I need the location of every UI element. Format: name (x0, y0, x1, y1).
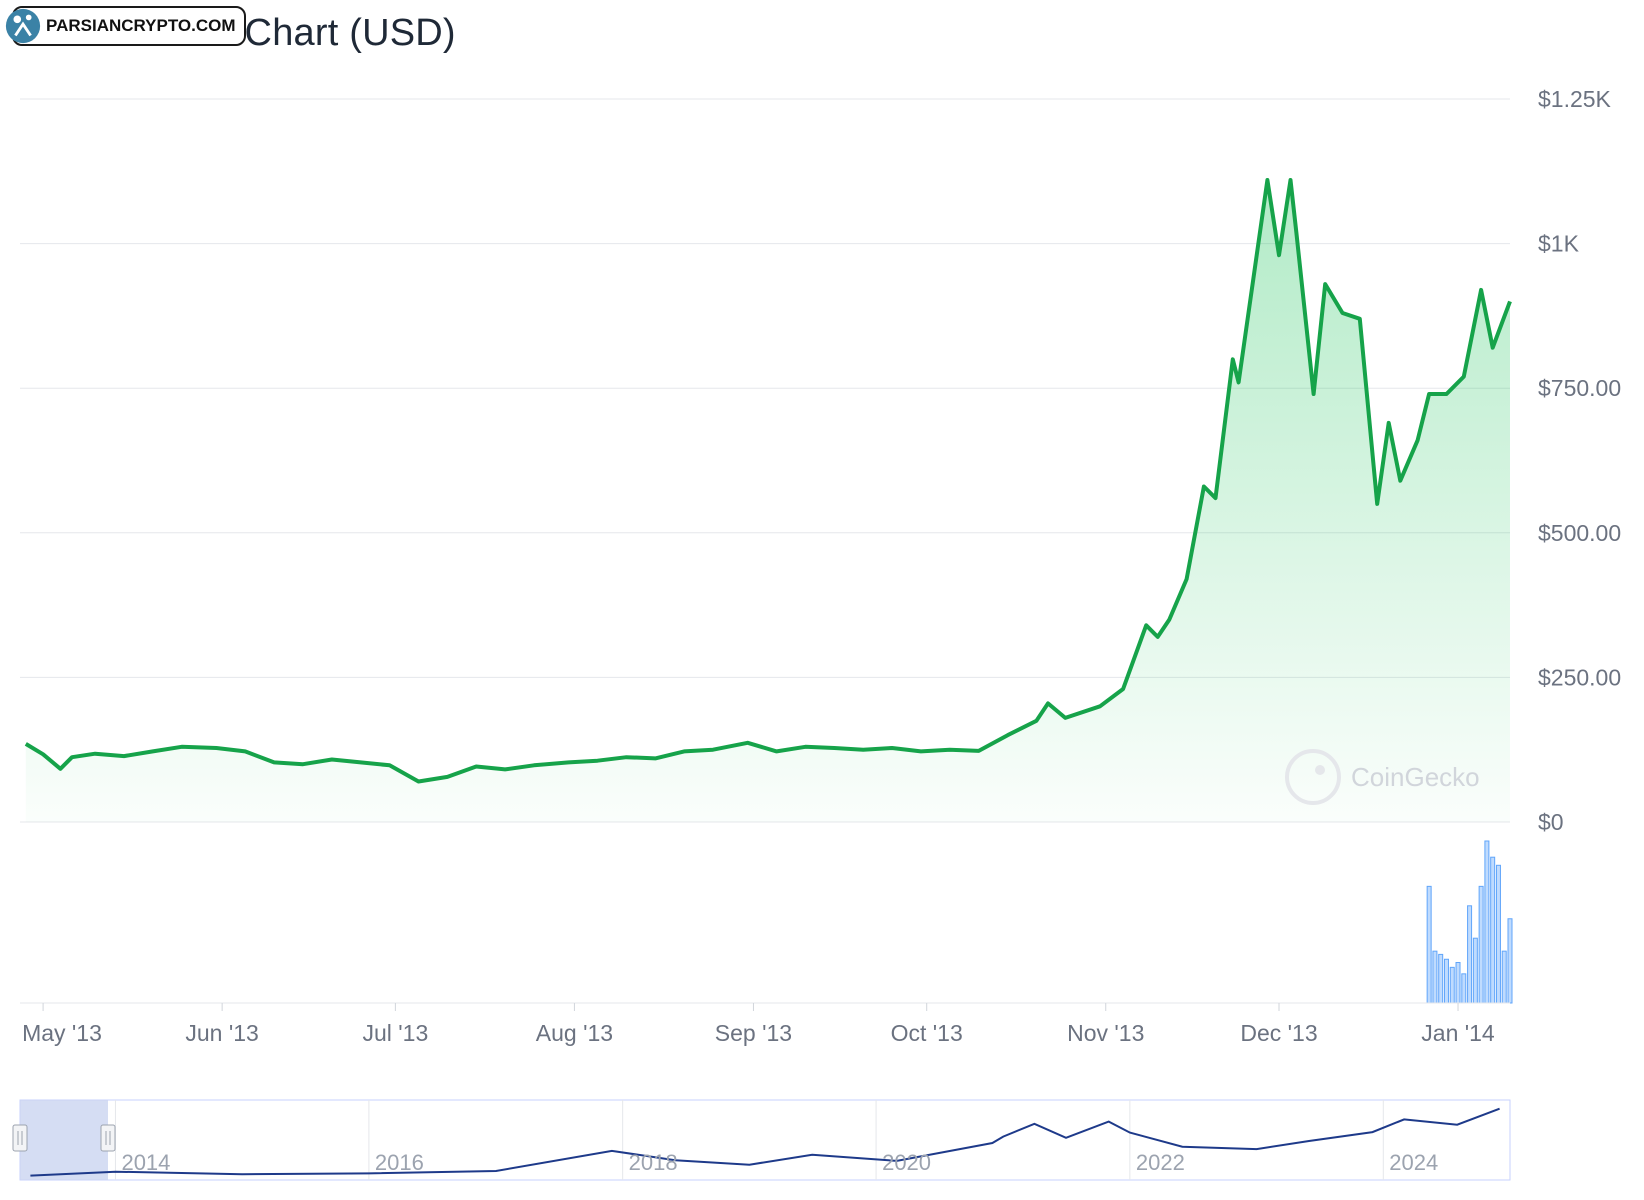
price-area (25, 180, 1510, 822)
volume-bar (1484, 840, 1490, 1004)
volume-bars (1426, 840, 1513, 1004)
navigator-tick-label: 2022 (1136, 1150, 1185, 1175)
volume-bar (1478, 885, 1484, 1004)
watermark-text: PARSIANCRYPTO.COM (46, 16, 236, 35)
parsiancrypto-logo-icon (5, 8, 41, 44)
volume-bar (1501, 950, 1507, 1004)
navigator-selection[interactable] (20, 1100, 108, 1180)
volume-bar (1443, 958, 1449, 1004)
y-tick-label: $500.00 (1538, 520, 1621, 546)
y-tick-label: $1K (1538, 231, 1580, 257)
x-tick-label: Jan '14 (1421, 1020, 1495, 1046)
y-tick-label: $0 (1538, 809, 1564, 835)
volume-bar (1467, 905, 1473, 1004)
volume-bar (1472, 937, 1478, 1004)
volume-bar (1426, 885, 1432, 1004)
x-tick-label: Jul '13 (363, 1020, 429, 1046)
coingecko-text: CoinGecko (1351, 762, 1480, 792)
gecko-icon (1285, 749, 1341, 805)
y-tick-label: $750.00 (1538, 375, 1621, 401)
x-tick-label: Sep '13 (715, 1020, 792, 1046)
volume-bar (1449, 966, 1455, 1004)
navigator-line (30, 1107, 1500, 1177)
x-tick-label: Oct '13 (891, 1020, 963, 1046)
volume-bar (1490, 856, 1496, 1004)
navigator-left-handle[interactable] (12, 1124, 28, 1152)
x-tick-label: Aug '13 (536, 1020, 613, 1046)
volume-bar (1455, 962, 1461, 1004)
x-tick-label: Jun '13 (185, 1020, 258, 1046)
price-line (24, 178, 1512, 784)
navigator-tick-label: 2018 (629, 1150, 678, 1175)
range-navigator[interactable]: 2014 2016 2018 2020 2022 2024 (12, 1099, 1511, 1181)
volume-bar (1438, 953, 1444, 1004)
y-tick-label: $1.25K (1538, 86, 1612, 112)
watermark-badge: PARSIANCRYPTO.COM (5, 6, 246, 46)
x-tick-label: Nov '13 (1067, 1020, 1144, 1046)
navigator-tick-label: 2014 (121, 1150, 170, 1175)
volume-bar (1432, 950, 1438, 1004)
y-axis: $0 $250.00 $500.00 $750.00 $1K $1.25K (1538, 86, 1621, 835)
coingecko-brand: CoinGecko (1285, 749, 1480, 805)
x-tick-label: May '13 (22, 1020, 102, 1046)
volume-bar (1461, 973, 1467, 1004)
navigator-x-axis: 2014 2016 2018 2020 2022 2024 (121, 1150, 1438, 1175)
navigator-tick-label: 2016 (375, 1150, 424, 1175)
navigator-tick-label: 2024 (1389, 1150, 1438, 1175)
x-axis: May '13 Jun '13 Jul '13 Aug '13 Sep '13 Oct '… (22, 1003, 1495, 1046)
navigator-right-handle[interactable] (100, 1124, 116, 1152)
navigator-tick-label: 2020 (882, 1150, 931, 1175)
volume-bar (1507, 918, 1513, 1004)
y-tick-label: $250.00 (1538, 664, 1621, 690)
x-tick-label: Dec '13 (1240, 1020, 1317, 1046)
volume-bar (1495, 864, 1501, 1004)
